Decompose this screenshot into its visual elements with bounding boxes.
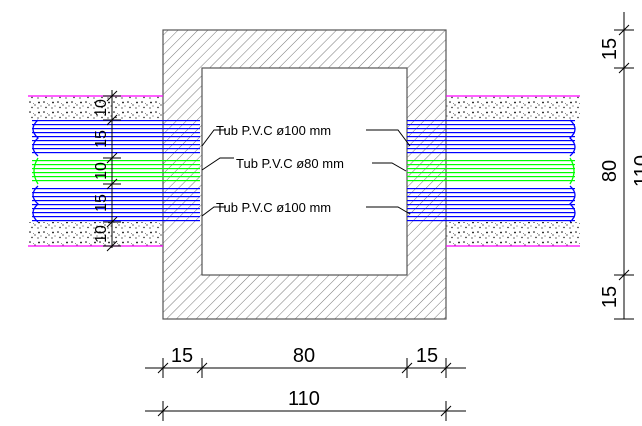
dim-bottom-wall-left: 15 <box>171 345 193 367</box>
dim-right-total: 110 <box>631 155 642 187</box>
right-pipe-bottom-blue <box>407 186 575 222</box>
dim-right-top: 15 <box>599 38 621 60</box>
pipe-label-middle-text: Tub P.V.C ø80 mm <box>236 156 344 171</box>
dim-left-3: 10 <box>93 162 110 180</box>
right-pipe-middle-green <box>407 158 575 184</box>
dim-bottom-inner: 80 <box>293 345 315 367</box>
dim-left-5: 10 <box>93 225 110 243</box>
pipe-label-bottom-text: Tub P.V.C ø100 mm <box>216 200 331 215</box>
pipe-label-top-text: Tub P.V.C ø100 mm <box>216 123 331 138</box>
dim-left-4: 15 <box>93 194 110 212</box>
left-pipe-top-blue <box>32 120 200 156</box>
left-dimensions <box>103 90 121 252</box>
dim-right-bottom: 15 <box>599 286 621 308</box>
pipe-label-bottom: Tub P.V.C ø100 mm <box>201 200 411 217</box>
bottom-dimensions <box>145 358 466 421</box>
dim-bottom-wall-right: 15 <box>416 345 438 367</box>
dim-bottom-total: 110 <box>288 388 320 410</box>
dim-left-2: 15 <box>93 130 110 148</box>
left-soil-layer <box>28 95 163 247</box>
manhole-wall <box>162 29 447 320</box>
right-dimensions <box>614 12 634 320</box>
left-pipe-bottom-blue <box>32 186 200 222</box>
right-pipes <box>407 119 576 223</box>
dim-left-1: 10 <box>93 99 110 117</box>
pipe-label-middle: Tub P.V.C ø80 mm <box>201 156 407 172</box>
right-pipe-top-blue <box>407 120 575 156</box>
right-soil-layer <box>446 95 580 247</box>
dim-right-inner: 80 <box>599 160 621 182</box>
left-pipes <box>32 119 200 223</box>
pipe-label-top: Tub P.V.C ø100 mm <box>201 123 411 147</box>
manhole-inner-chamber <box>201 67 408 276</box>
